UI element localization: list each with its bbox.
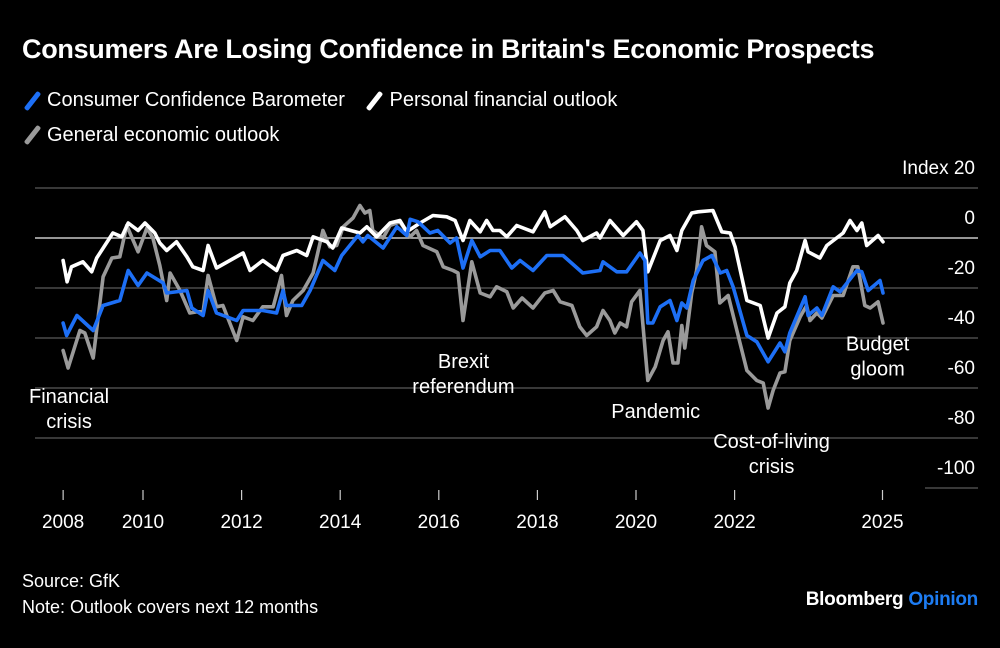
legend-label: Consumer Confidence Barometer <box>47 89 345 111</box>
annotation-line: Pandemic <box>611 401 700 423</box>
y-tick-label: -60 <box>948 358 975 379</box>
legend: Consumer Confidence Barometer Personal f… <box>22 86 782 155</box>
legend-label: Personal financial outlook <box>389 89 618 111</box>
y-tick-label: -40 <box>948 308 975 329</box>
legend-label: General economic outlook <box>47 123 280 146</box>
x-tick-label: 2010 <box>122 512 164 533</box>
y-tick-label: -20 <box>948 258 975 279</box>
x-tick-label: 2016 <box>418 512 460 533</box>
x-tick-label: 2008 <box>42 512 84 533</box>
annotation: Financial crisis <box>29 386 109 433</box>
annotation-line: gloom <box>850 359 904 381</box>
note-text: Note: Outlook covers next 12 months <box>22 597 319 617</box>
x-tick-label: 2018 <box>516 512 558 533</box>
gridlines <box>35 187 978 489</box>
x-tick-label: 2012 <box>220 512 262 533</box>
series-lines <box>61 203 885 410</box>
annotation-line: crisis <box>749 456 795 478</box>
annotation-line: referendum <box>412 376 514 398</box>
series-line-personal-financial-outlook <box>61 208 885 340</box>
y-tick-label: 0 <box>964 208 975 229</box>
x-tick-label: 2020 <box>615 512 657 533</box>
annotation: Cost-of-living crisis <box>713 431 830 478</box>
annotation: Budget gloom <box>846 334 910 381</box>
bloomberg-opinion-logo: Bloomberg Opinion <box>805 589 979 611</box>
source-note: Source: GfK Note: Outlook covers next 12… <box>22 568 318 620</box>
legend-item-personal: Personal financial outlook <box>364 86 617 115</box>
series-line-consumer-confidence-barometer <box>61 217 885 364</box>
y-tick-label: -100 <box>937 458 975 479</box>
annotation-line: Financial <box>29 386 109 408</box>
annotation-line: Budget <box>846 334 910 356</box>
x-tick-label: 2025 <box>861 512 903 533</box>
annotations: Financial crisis Brexit referendum Pandemic C… <box>29 334 910 479</box>
legend-item-ccb: Consumer Confidence Barometer <box>22 86 345 115</box>
annotation-line: Cost-of-living <box>713 431 830 453</box>
x-tick-label: 2022 <box>713 512 755 533</box>
annotation: Brexit referendum <box>412 351 514 398</box>
legend-item-general: General economic outlook <box>22 121 279 150</box>
y-tick-label: -80 <box>948 408 975 429</box>
annotation-line: Brexit <box>438 351 490 373</box>
chart-title: Consumers Are Losing Confidence in Brita… <box>22 34 875 64</box>
y-tick-label: Index 20 <box>902 158 975 179</box>
annotation-line: crisis <box>46 411 92 433</box>
y-axis-labels: Index 20 0 -20 -40 -60 -80 -100 <box>902 158 975 479</box>
source-text: Source: GfK <box>22 571 121 591</box>
x-axis: 2008 2010 2012 2014 2016 2018 2020 2022 2025 <box>42 490 904 533</box>
x-tick-label: 2014 <box>319 512 362 533</box>
logo-brand: Bloomberg <box>805 589 904 610</box>
annotation: Pandemic <box>611 401 700 423</box>
logo-section: Opinion <box>908 589 978 610</box>
